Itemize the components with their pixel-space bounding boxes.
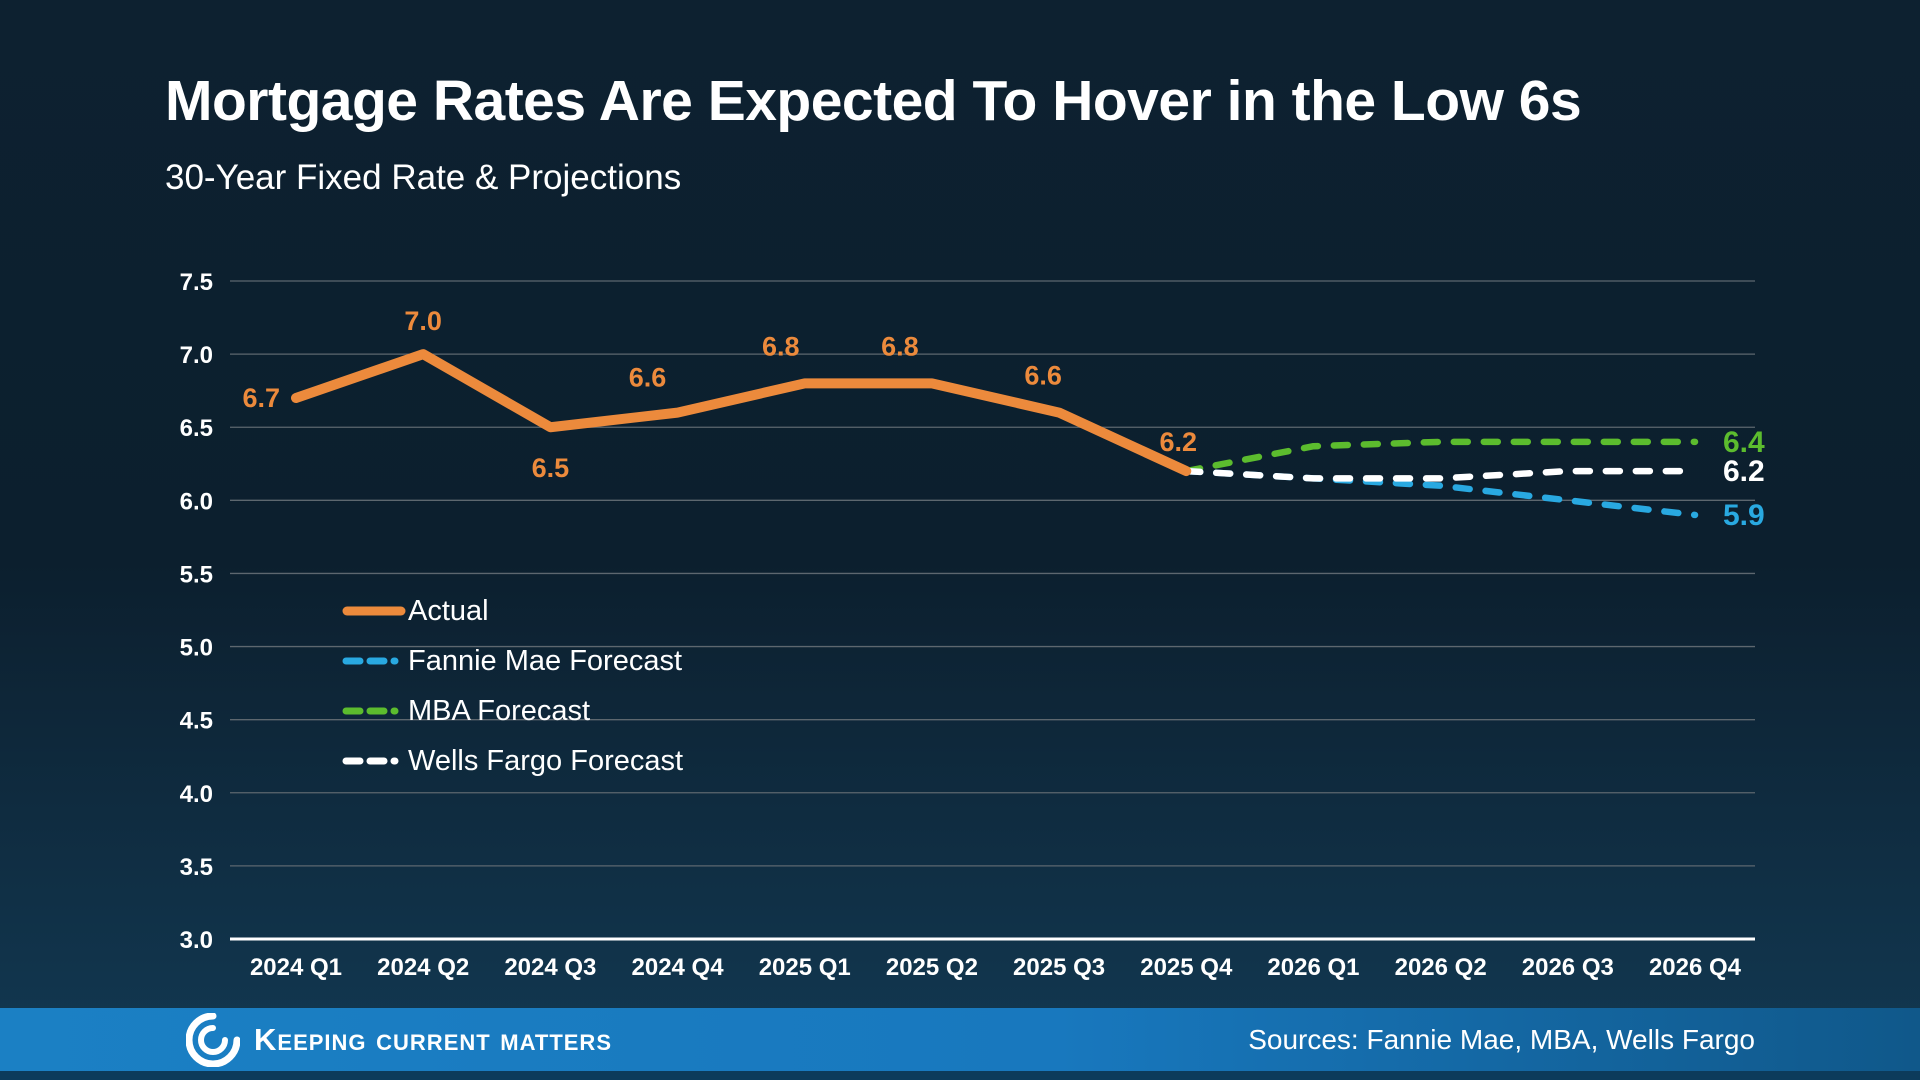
series-end-label: 6.4 xyxy=(1723,426,1765,459)
legend-swatch-mba xyxy=(342,707,406,715)
legend-label-fannie-mae: Fannie Mae Forecast xyxy=(408,644,683,677)
y-tick-label: 3.5 xyxy=(180,854,213,881)
x-tick-label: 2024 Q1 xyxy=(250,954,342,981)
y-tick-label: 5.0 xyxy=(180,635,213,662)
kcm-logo-icon xyxy=(186,1012,240,1067)
x-tick-label: 2026 Q1 xyxy=(1267,954,1359,981)
point-label: 6.8 xyxy=(881,331,919,361)
x-tick-label: 2025 Q2 xyxy=(886,954,978,981)
legend-label-actual: Actual xyxy=(408,594,489,627)
y-tick-label: 4.0 xyxy=(180,781,213,808)
series-end-label: 6.2 xyxy=(1723,455,1765,488)
x-tick-label: 2025 Q3 xyxy=(1013,954,1105,981)
legend-swatch-wells-fargo xyxy=(342,757,406,765)
x-tick-label: 2026 Q3 xyxy=(1522,954,1614,981)
x-tick-label: 2025 Q4 xyxy=(1140,954,1233,981)
x-tick-label: 2024 Q4 xyxy=(632,954,725,981)
y-tick-label: 3.0 xyxy=(180,927,213,954)
point-label: 6.6 xyxy=(629,363,667,393)
x-tick-label: 2024 Q3 xyxy=(504,954,596,981)
x-tick-label: 2025 Q1 xyxy=(759,954,851,981)
brand-name: Keeping Current Matters xyxy=(254,1021,612,1057)
legend-label-mba: MBA Forecast xyxy=(408,694,591,727)
y-tick-label: 7.5 xyxy=(180,269,213,296)
x-tick-label: 2026 Q2 xyxy=(1395,954,1487,981)
legend-item-mba: MBA Forecast xyxy=(342,686,683,736)
chart-title: Mortgage Rates Are Expected To Hover in … xyxy=(165,69,1582,133)
y-tick-label: 6.0 xyxy=(180,488,213,515)
y-tick-label: 4.5 xyxy=(180,708,213,735)
x-tick-label: 2024 Q2 xyxy=(377,954,469,981)
point-label: 7.0 xyxy=(404,306,442,336)
y-tick-label: 5.5 xyxy=(180,561,213,588)
sources-text: Sources: Fannie Mae, MBA, Wells Fargo xyxy=(1248,1023,1755,1055)
legend-label-wells-fargo: Wells Fargo Forecast xyxy=(408,744,684,777)
chart-subtitle: 30-Year Fixed Rate & Projections xyxy=(165,158,682,197)
legend-swatch-fannie-mae xyxy=(342,657,406,665)
series-end-label: 5.9 xyxy=(1723,499,1765,532)
point-label: 6.5 xyxy=(532,453,570,483)
point-label: 6.2 xyxy=(1159,427,1197,457)
legend-item-actual: Actual xyxy=(342,586,683,636)
legend-item-fannie-mae: Fannie Mae Forecast xyxy=(342,636,683,686)
legend-swatch-actual xyxy=(342,606,406,616)
y-tick-label: 6.5 xyxy=(180,415,213,442)
y-tick-label: 7.0 xyxy=(180,342,213,369)
x-tick-label: 2026 Q4 xyxy=(1649,954,1742,981)
brand: Keeping Current Matters xyxy=(186,1012,612,1067)
legend-item-wells-fargo: Wells Fargo Forecast xyxy=(342,736,683,786)
chart-legend: Actual Fannie Mae Forecast MBA Forecast … xyxy=(342,586,683,786)
point-label: 6.6 xyxy=(1024,361,1062,391)
series-line-mba-forecast xyxy=(1183,438,1699,475)
series-line-actual xyxy=(291,349,1192,477)
series-line-fannie-mae-forecast xyxy=(1183,467,1699,519)
point-label: 6.7 xyxy=(242,383,280,413)
point-label: 6.8 xyxy=(762,331,800,361)
series-line-wells-fargo-forecast xyxy=(1183,467,1699,482)
footer-bar: Keeping Current Matters Sources: Fannie … xyxy=(0,1008,1920,1080)
